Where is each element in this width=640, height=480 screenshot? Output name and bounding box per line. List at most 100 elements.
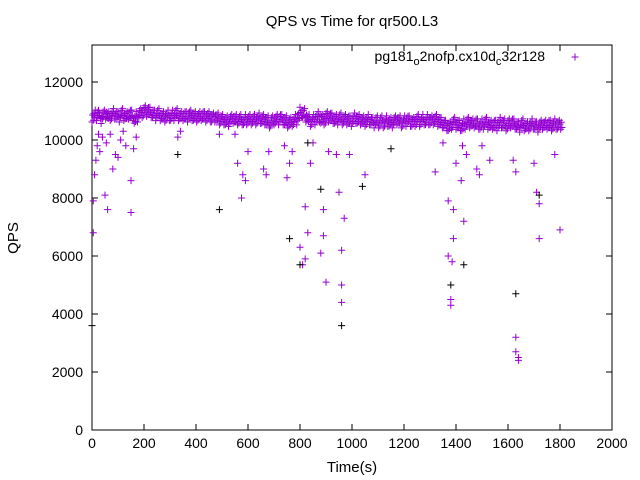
data-point: [388, 124, 396, 132]
data-point: [301, 105, 309, 113]
data-point: [296, 261, 304, 269]
data-point: [486, 156, 494, 164]
plot-border: [91, 44, 613, 431]
data-point: [444, 126, 452, 134]
data-point: [535, 191, 543, 199]
data-point: [219, 110, 227, 118]
data-point: [447, 301, 455, 309]
data-point: [451, 113, 459, 121]
data-point: [455, 116, 463, 124]
data-point: [338, 281, 346, 289]
data-point: [282, 112, 290, 120]
data-point: [283, 174, 291, 182]
data-point: [518, 117, 526, 125]
data-point: [459, 142, 466, 150]
x-tick-label: 400: [184, 435, 208, 451]
data-point: [525, 127, 533, 135]
data-point: [174, 133, 182, 141]
data-point: [431, 168, 439, 176]
data-point: [172, 106, 180, 114]
data-point: [214, 109, 222, 117]
data-point: [301, 203, 309, 211]
data-point: [154, 106, 162, 114]
data-point: [286, 235, 294, 243]
data-point: [91, 171, 99, 179]
data-point: [458, 126, 466, 134]
data-point: [98, 133, 106, 141]
data-point: [444, 252, 452, 260]
data-point: [234, 159, 242, 167]
data-point: [134, 118, 141, 126]
data-point: [109, 105, 117, 113]
data-point: [215, 130, 223, 138]
data-point: [452, 159, 460, 167]
data-point: [176, 127, 184, 135]
legend: pg181o2nofp.cx10dc32r128: [375, 48, 579, 68]
y-tick-label: 6000: [52, 248, 83, 264]
data-point: [516, 128, 524, 136]
data-point: [265, 124, 273, 132]
data-point: [117, 106, 125, 114]
data-point: [449, 235, 457, 243]
data-point: [475, 171, 483, 179]
data-point: [416, 122, 424, 130]
data-point: [557, 125, 565, 133]
y-tick-label: 8000: [52, 190, 83, 206]
data-point: [337, 109, 345, 117]
data-point: [557, 118, 565, 126]
data-point: [328, 109, 336, 117]
data-point: [462, 151, 470, 158]
data-point: [535, 200, 543, 208]
data-point: [340, 214, 348, 222]
data-point: [155, 105, 163, 113]
data-point: [174, 151, 182, 158]
data-point: [96, 148, 104, 156]
data-point: [95, 130, 102, 138]
data-point: [512, 168, 520, 176]
chart-title: QPS vs Time for qr500.L3: [266, 13, 439, 30]
x-tick-label: 600: [236, 435, 260, 451]
data-point: [510, 115, 518, 123]
data-point: [115, 118, 123, 126]
x-tick-label: 0: [88, 435, 96, 451]
data-point: [306, 122, 314, 130]
data-point: [460, 261, 468, 269]
x-tick-label: 1400: [440, 435, 471, 451]
data-point: [345, 151, 353, 158]
data-point: [117, 136, 125, 144]
x-axis-label: Time(s): [327, 459, 377, 476]
data-point: [101, 191, 109, 199]
data-point: [512, 348, 520, 356]
data-point: [382, 112, 390, 120]
data-point: [255, 109, 263, 117]
data-point: [127, 209, 135, 216]
data-point: [306, 159, 314, 167]
data-point: [317, 185, 325, 193]
x-tick-label: 1800: [544, 435, 575, 451]
data-point: [239, 171, 247, 179]
y-axis-label: QPS: [5, 222, 22, 254]
data-point: [89, 197, 97, 205]
data-point: [301, 255, 309, 263]
data-point: [92, 156, 100, 164]
data-point: [530, 159, 538, 167]
data-point: [88, 322, 96, 330]
x-tick-label: 1600: [492, 435, 523, 451]
data-point: [558, 124, 566, 132]
x-tick-label: 200: [132, 435, 156, 451]
data-point: [397, 124, 405, 132]
data-point: [262, 171, 270, 179]
data-point: [512, 290, 520, 298]
data-point: [502, 127, 510, 135]
data-point: [93, 117, 101, 125]
data-point: [88, 118, 96, 126]
data-point: [280, 142, 288, 150]
x-tick-label: 800: [288, 435, 312, 451]
data-point: [286, 159, 294, 167]
data-point: [534, 128, 542, 136]
data-point: [97, 119, 105, 127]
data-point: [322, 278, 330, 286]
data-point: [102, 139, 110, 147]
legend-marker-plus: [571, 53, 579, 61]
